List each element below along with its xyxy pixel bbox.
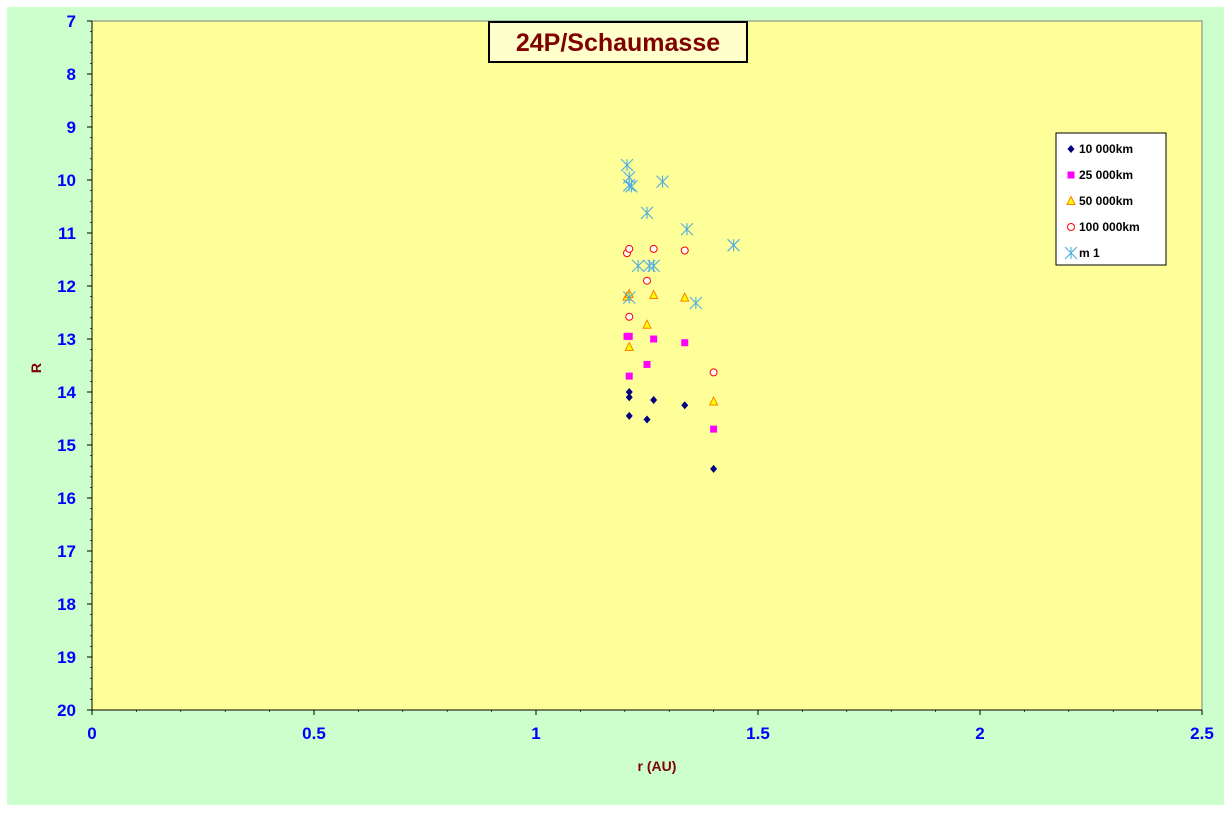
y-tick-label: 15: [57, 436, 76, 455]
data-point-square: [643, 360, 651, 368]
data-point-diamond: [710, 464, 718, 473]
y-tick-label: 18: [57, 595, 76, 614]
y-tick-label: 10: [57, 171, 76, 190]
data-point-circle: [643, 276, 651, 285]
y-tick-label: 19: [57, 648, 76, 667]
x-tick-label: 0: [87, 724, 96, 743]
legend-marker-square: [1067, 171, 1075, 179]
data-point-square: [650, 335, 658, 343]
data-point-square: [625, 332, 633, 340]
y-tick-label: 7: [67, 12, 76, 31]
chart-title-box: 24P/Schaumasse: [488, 21, 748, 63]
data-point-star: [680, 222, 694, 236]
legend-label: 50 000km: [1079, 194, 1133, 208]
x-tick-label: 2.5: [1190, 724, 1214, 743]
data-point-star: [640, 206, 654, 220]
x-tick-label: 0.5: [302, 724, 326, 743]
y-tick-label: 20: [57, 701, 76, 720]
data-point-circle: [649, 244, 658, 253]
x-tick-label: 1: [531, 724, 540, 743]
data-point-circle: [709, 368, 718, 377]
data-point-triangle: [708, 395, 719, 406]
data-point-circle: [680, 246, 689, 255]
y-tick-label: 8: [67, 65, 76, 84]
legend-label: 10 000km: [1079, 142, 1133, 156]
scatter-chart: 7 8 9 10 11 12 13 14 15 16 17 18 19 20 0 0.5 1 1.5 2 2.5 24…: [28, 12, 1214, 774]
x-tick-label: 2: [975, 724, 984, 743]
x-tick-label: 1.5: [746, 724, 770, 743]
data-point-diamond: [625, 411, 633, 420]
data-point-triangle: [648, 289, 659, 300]
data-point-triangle: [624, 341, 635, 351]
data-point-diamond: [625, 388, 633, 396]
legend-marker-triangle: [1066, 195, 1076, 205]
data-point-diamond: [625, 393, 633, 402]
legend-marker-star: [1064, 246, 1078, 260]
data-point-star: [620, 158, 634, 172]
data-point-triangle: [679, 292, 690, 302]
data-point-triangle: [642, 319, 652, 329]
y-tick-label: 14: [57, 383, 76, 402]
chart-title: 24P/Schaumasse: [516, 29, 720, 57]
data-point-square: [681, 339, 689, 347]
data-point-star: [727, 238, 740, 252]
data-point-square: [625, 372, 633, 380]
y-tick-label: 17: [57, 542, 76, 561]
data-point-diamond: [650, 395, 658, 404]
data-point-star: [625, 179, 638, 193]
data-point-star: [689, 296, 703, 310]
y-axis-title: R: [28, 363, 44, 373]
chart-area: 7 8 9 10 11 12 13 14 15 16 17 18 19 20 0 0.5 1 1.5 2 2.5 24…: [7, 7, 1224, 805]
y-tick-label: 11: [58, 224, 76, 243]
data-point-circle: [625, 244, 634, 253]
data-point-star: [647, 259, 661, 273]
legend-label: 25 000km: [1079, 168, 1133, 182]
data-point-star: [656, 175, 669, 188]
data-point-circle: [625, 312, 634, 321]
y-tick-label: 12: [57, 277, 76, 296]
y-tick-label: 13: [57, 330, 76, 349]
data-point-square: [710, 425, 718, 433]
legend-label: 100 000km: [1079, 220, 1140, 234]
data-point-diamond: [681, 401, 689, 410]
data-point-diamond: [643, 415, 651, 424]
x-axis-title: r (AU): [638, 758, 677, 774]
legend-marker-diamond: [1067, 145, 1075, 153]
data-point-star: [631, 259, 645, 273]
legend-marker-circle: [1067, 223, 1075, 231]
y-tick-label: 16: [57, 489, 76, 508]
legend-label: m 1: [1079, 246, 1100, 260]
data-point-star: [622, 291, 636, 305]
y-tick-label: 9: [67, 118, 76, 137]
legend: 10 000km 25 000km 50 000km 100 000km m 1: [1055, 132, 1167, 266]
